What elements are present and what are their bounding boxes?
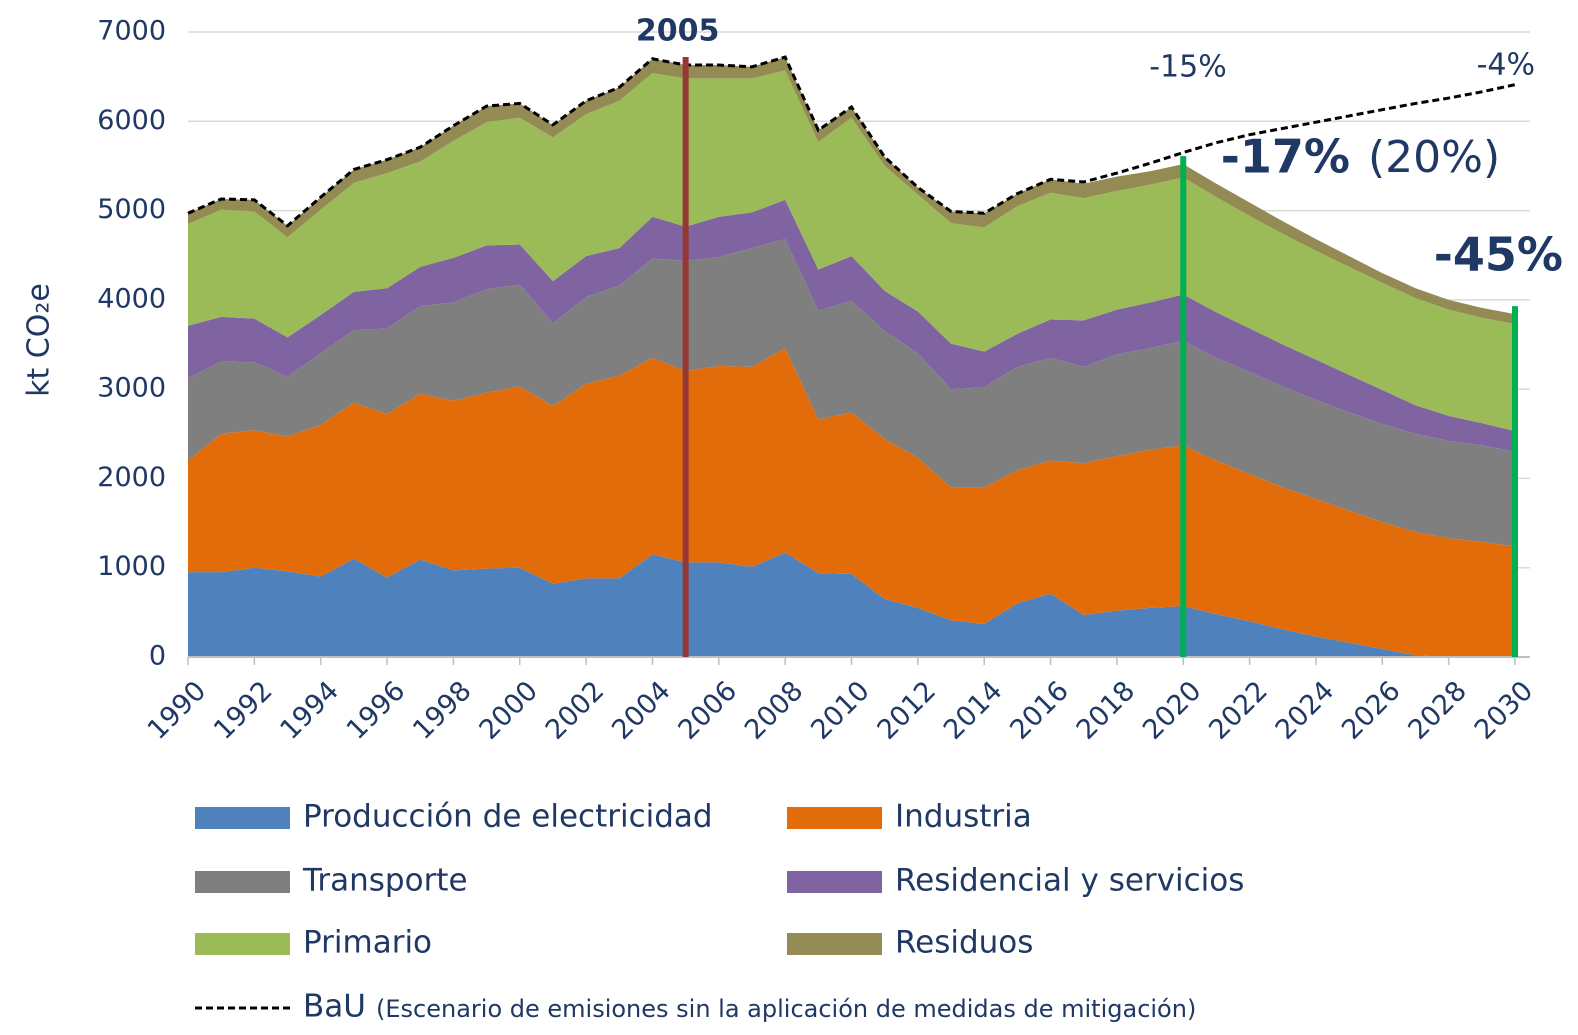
x-tick-label: 2006 <box>673 675 744 746</box>
x-tick-label: 2002 <box>540 675 611 746</box>
y-tick-label: 1000 <box>97 551 166 582</box>
marker-label: 2005 <box>636 14 720 49</box>
legend-swatch <box>195 807 290 829</box>
y-tick-label: 0 <box>149 641 166 672</box>
legend-swatch <box>195 871 290 893</box>
annotation: -15% <box>1149 50 1227 85</box>
legend-label: Industria <box>895 799 1032 835</box>
legend-swatch <box>787 807 882 829</box>
legend-swatch <box>787 871 882 893</box>
legend-swatch <box>787 933 882 955</box>
x-tick-label: 1992 <box>208 675 279 746</box>
x-tick-label: 2000 <box>473 675 544 746</box>
x-tick-label: 1990 <box>142 675 213 746</box>
area <box>188 70 1515 432</box>
area <box>188 199 1515 452</box>
legend-label: Transporte <box>302 863 468 899</box>
area <box>188 57 1515 324</box>
x-tick-label: 2012 <box>872 675 943 746</box>
x-tick-label: 2008 <box>739 675 810 746</box>
bau-line <box>187 55 1516 228</box>
x-tick-label: 2020 <box>1137 675 1208 746</box>
x-tick-label: 2030 <box>1469 675 1540 746</box>
x-tick-label: 1996 <box>341 675 412 746</box>
x-tick-label: 2010 <box>805 675 876 746</box>
x-tick-label: 1994 <box>274 675 345 746</box>
annotation: -45% <box>1434 228 1563 282</box>
area <box>188 239 1515 547</box>
x-tick-label: 1998 <box>407 675 478 746</box>
legend-label: Producción de electricidad <box>303 799 713 835</box>
x-tick-label: 2016 <box>1004 675 1075 746</box>
x-tick-label: 2018 <box>1071 675 1142 746</box>
y-tick-label: 6000 <box>97 105 166 136</box>
legend-description: (Escenario de emisiones sin la aplicació… <box>376 995 1196 1023</box>
annotation: -17% <box>1221 130 1350 184</box>
x-tick-label: 2028 <box>1402 675 1473 746</box>
y-tick-label: 4000 <box>97 283 166 314</box>
legend-label: BaU <box>303 989 366 1025</box>
legend-label: Primario <box>303 925 432 961</box>
x-tick-label: 2024 <box>1270 675 1341 746</box>
y-tick-label: 3000 <box>97 373 166 404</box>
legend-label: Residuos <box>895 925 1033 961</box>
y-tick-label: 7000 <box>97 16 166 47</box>
x-tick-label: 2014 <box>938 675 1009 746</box>
annotation: -4% <box>1477 48 1535 83</box>
annotation: (20%) <box>1368 132 1500 183</box>
x-tick-label: 2022 <box>1203 675 1274 746</box>
x-tick-label: 2004 <box>606 675 677 746</box>
y-tick-label: 2000 <box>97 462 166 493</box>
legend-swatch <box>195 933 290 955</box>
y-axis-label: kt CO₂e <box>22 283 57 397</box>
x-tick-label: 2026 <box>1336 675 1407 746</box>
y-tick-label: 5000 <box>97 194 166 225</box>
legend-label: Residencial y servicios <box>895 863 1244 899</box>
